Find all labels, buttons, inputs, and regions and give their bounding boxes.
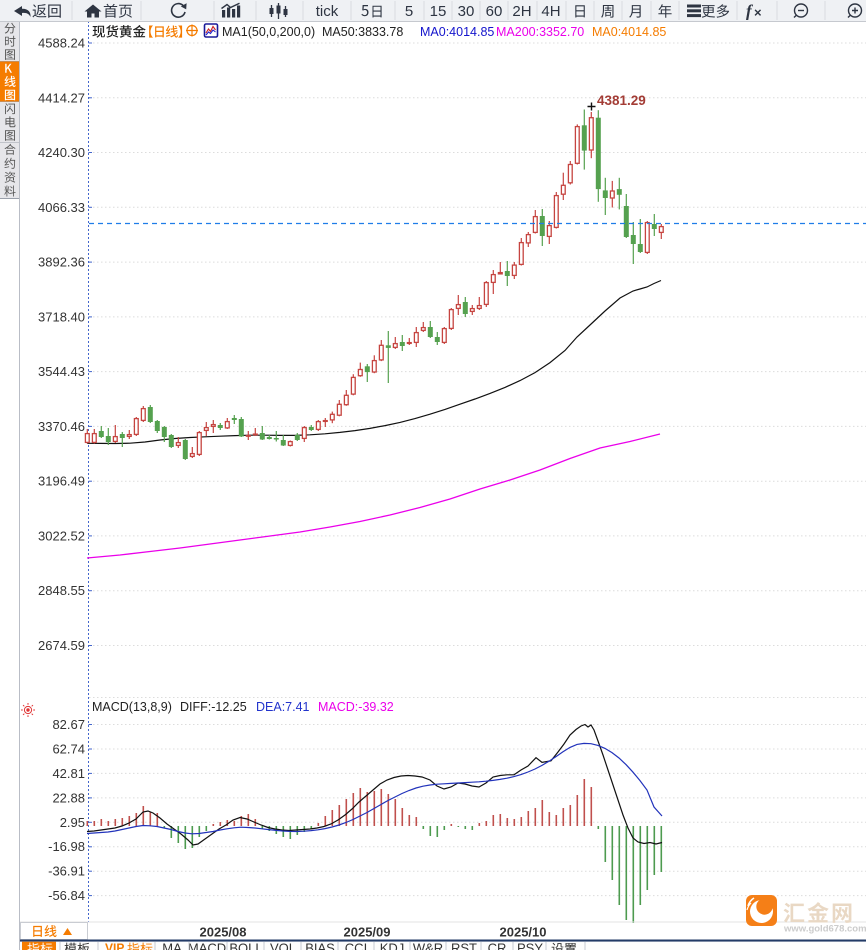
svg-text:BIAS: BIAS bbox=[305, 941, 335, 950]
svg-text:W&R: W&R bbox=[413, 941, 443, 950]
svg-text:RST: RST bbox=[451, 941, 477, 950]
svg-text:2025/08: 2025/08 bbox=[200, 925, 247, 940]
svg-text:MACD:-39.32: MACD:-39.32 bbox=[318, 700, 394, 714]
svg-text:×: × bbox=[754, 5, 762, 20]
svg-text:4414.27: 4414.27 bbox=[38, 90, 85, 105]
svg-text:MA: MA bbox=[162, 941, 182, 950]
svg-text:4381.29: 4381.29 bbox=[597, 93, 646, 108]
svg-text:2848.55: 2848.55 bbox=[38, 583, 85, 598]
svg-text:2025/10: 2025/10 bbox=[500, 925, 547, 940]
svg-text:DIFF:-12.25: DIFF:-12.25 bbox=[180, 700, 247, 714]
svg-text:4H: 4H bbox=[541, 3, 560, 20]
svg-text:22.88: 22.88 bbox=[52, 790, 85, 805]
svg-text:DEA:7.41: DEA:7.41 bbox=[256, 700, 310, 714]
svg-text:CR: CR bbox=[488, 941, 507, 950]
svg-text:3892.36: 3892.36 bbox=[38, 255, 85, 270]
svg-text:82.67: 82.67 bbox=[52, 717, 85, 732]
svg-text:3718.40: 3718.40 bbox=[38, 309, 85, 324]
svg-text:2674.59: 2674.59 bbox=[38, 638, 85, 653]
svg-text:-56.84: -56.84 bbox=[48, 888, 85, 903]
svg-text:MA0:4014.85: MA0:4014.85 bbox=[420, 25, 494, 39]
svg-text:MA0:4014.85: MA0:4014.85 bbox=[592, 25, 666, 39]
svg-text:2.95: 2.95 bbox=[60, 815, 85, 830]
svg-text:2025/09: 2025/09 bbox=[344, 925, 391, 940]
svg-text:MACD(13,8,9): MACD(13,8,9) bbox=[92, 700, 172, 714]
svg-text:-16.98: -16.98 bbox=[48, 839, 85, 854]
svg-text:60: 60 bbox=[486, 3, 503, 20]
svg-text:www.gold678.com: www.gold678.com bbox=[783, 924, 866, 935]
svg-text:KDJ: KDJ bbox=[380, 941, 405, 950]
svg-text:3196.49: 3196.49 bbox=[38, 474, 85, 489]
svg-text:62.74: 62.74 bbox=[52, 742, 85, 757]
svg-text:42.81: 42.81 bbox=[52, 766, 85, 781]
svg-text:5: 5 bbox=[405, 3, 413, 20]
svg-text:MA1(50,0,200,0): MA1(50,0,200,0) bbox=[222, 25, 315, 39]
svg-text:PSY: PSY bbox=[517, 941, 543, 950]
svg-text:15: 15 bbox=[430, 3, 447, 20]
svg-text:f: f bbox=[746, 2, 754, 21]
svg-text:4240.30: 4240.30 bbox=[38, 145, 85, 160]
svg-text:4588.24: 4588.24 bbox=[38, 36, 85, 51]
svg-text:4066.33: 4066.33 bbox=[38, 200, 85, 215]
svg-text:VIP: VIP bbox=[105, 941, 124, 950]
svg-text:MA50:3833.78: MA50:3833.78 bbox=[322, 25, 403, 39]
svg-text:MACD: MACD bbox=[188, 941, 226, 950]
svg-text:30: 30 bbox=[458, 3, 475, 20]
svg-text:MA200:3352.70: MA200:3352.70 bbox=[496, 25, 584, 39]
svg-text:-36.91: -36.91 bbox=[48, 864, 85, 879]
svg-text:tick: tick bbox=[316, 3, 339, 20]
svg-text:3370.46: 3370.46 bbox=[38, 419, 85, 434]
svg-text:3544.43: 3544.43 bbox=[38, 364, 85, 379]
svg-text:VOL: VOL bbox=[270, 941, 296, 950]
svg-text:BOLL: BOLL bbox=[229, 941, 262, 950]
svg-text:2H: 2H bbox=[512, 3, 531, 20]
svg-text:CCI: CCI bbox=[345, 941, 367, 950]
svg-text:3022.52: 3022.52 bbox=[38, 528, 85, 543]
